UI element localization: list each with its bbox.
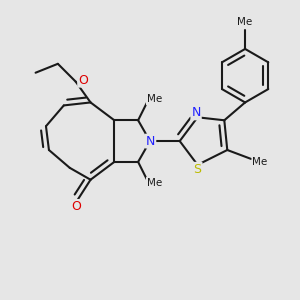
Text: N: N [191,106,201,119]
Text: S: S [194,163,202,176]
Text: Me: Me [147,94,162,104]
Text: O: O [71,200,81,213]
Text: N: N [146,135,155,148]
Text: Me: Me [147,178,162,188]
Text: Me: Me [252,157,268,167]
Text: Me: Me [238,17,253,27]
Text: O: O [78,74,88,87]
